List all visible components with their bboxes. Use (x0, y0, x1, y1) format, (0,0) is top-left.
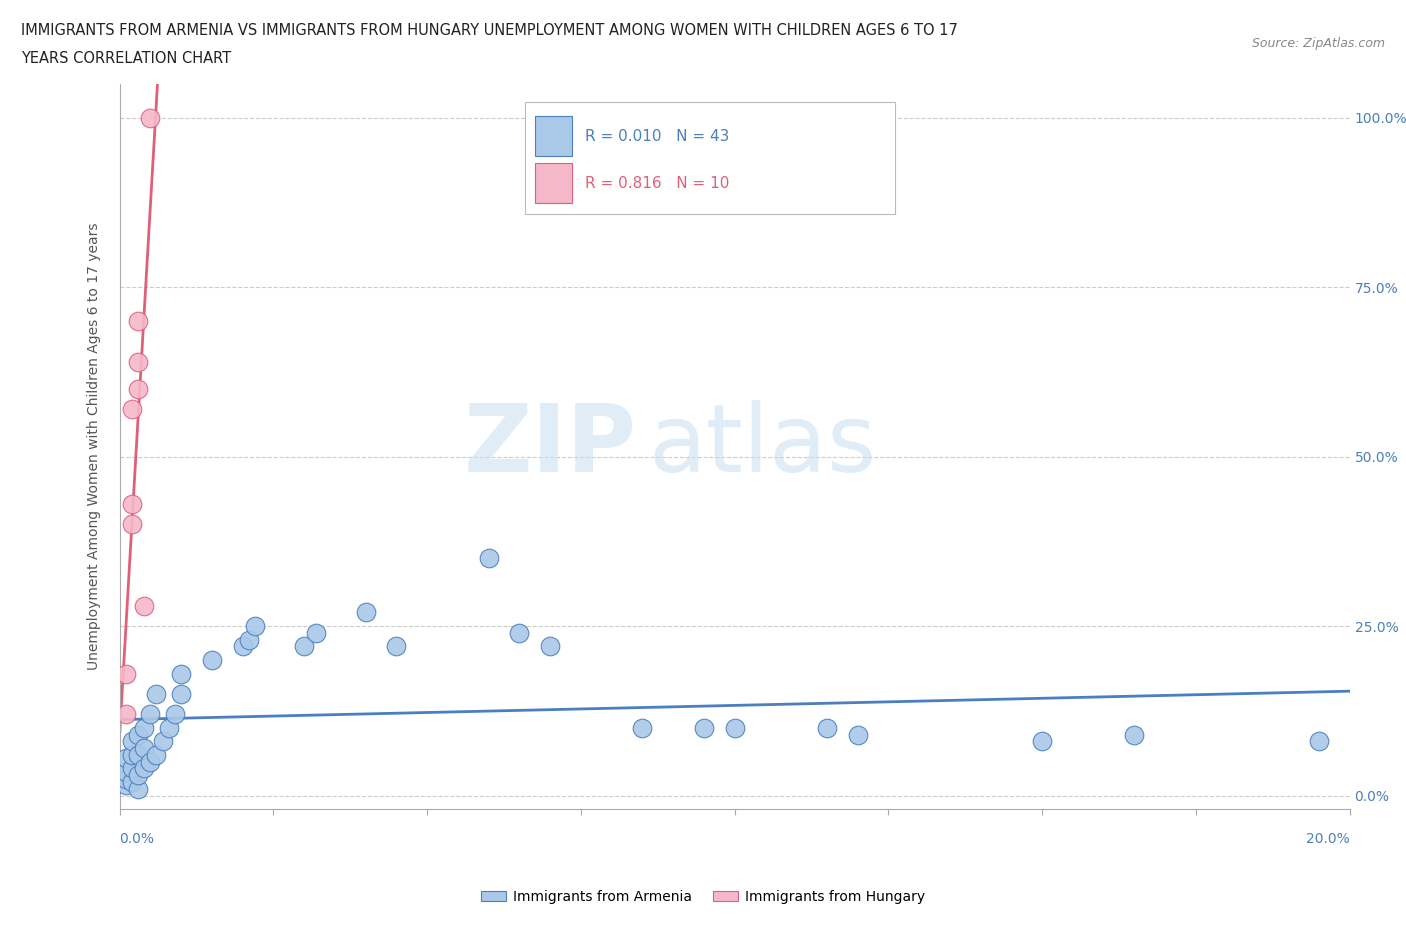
Point (114, 764, 136, 779)
Point (127, 354, 149, 369)
Point (121, 402, 143, 417)
Point (693, 721, 716, 736)
Point (170, 666, 193, 681)
Text: 0.0%: 0.0% (120, 832, 155, 846)
Point (114, 771, 136, 786)
Point (145, 686, 167, 701)
Bar (536, 116, 572, 156)
Point (385, 639, 408, 654)
Legend: Immigrants from Armenia, Immigrants from Hungary: Immigrants from Armenia, Immigrants from… (475, 884, 931, 910)
Point (121, 761, 143, 776)
Text: R = 0.010   N = 43: R = 0.010 N = 43 (585, 129, 728, 144)
Point (114, 707, 136, 722)
Point (152, 734, 174, 749)
Point (157, 721, 180, 736)
Point (815, 721, 838, 736)
Point (114, 666, 136, 681)
Point (508, 625, 530, 640)
Point (477, 551, 501, 565)
Point (139, 707, 162, 722)
Point (139, 754, 162, 769)
Point (305, 625, 328, 640)
Point (127, 748, 149, 763)
Y-axis label: Unemployment Among Women with Children Ages 6 to 17 years: Unemployment Among Women with Children A… (87, 222, 101, 671)
Bar (536, 164, 572, 204)
Point (127, 768, 149, 783)
Point (243, 618, 266, 633)
Point (631, 721, 654, 736)
Point (132, 740, 156, 755)
Point (1308, 734, 1330, 749)
Point (121, 497, 143, 512)
Point (538, 639, 561, 654)
Point (238, 632, 260, 647)
FancyBboxPatch shape (526, 101, 894, 214)
Point (145, 748, 167, 763)
Point (132, 761, 156, 776)
Point (121, 517, 143, 532)
Point (231, 639, 254, 654)
Point (121, 775, 143, 790)
Text: R = 0.816   N = 10: R = 0.816 N = 10 (585, 177, 728, 192)
Text: 20.0%: 20.0% (1306, 832, 1350, 846)
Text: ZIP: ZIP (464, 401, 636, 492)
Text: YEARS CORRELATION CHART: YEARS CORRELATION CHART (21, 51, 231, 66)
Point (170, 686, 193, 701)
Point (127, 727, 149, 742)
Text: Source: ZipAtlas.com: Source: ZipAtlas.com (1251, 37, 1385, 50)
Point (201, 653, 224, 668)
Point (723, 721, 745, 736)
Point (127, 313, 149, 328)
Point (139, 110, 162, 125)
Point (127, 781, 149, 796)
Point (354, 605, 377, 620)
Point (1123, 727, 1146, 742)
Point (1031, 734, 1053, 749)
Text: IMMIGRANTS FROM ARMENIA VS IMMIGRANTS FROM HUNGARY UNEMPLOYMENT AMONG WOMEN WITH: IMMIGRANTS FROM ARMENIA VS IMMIGRANTS FR… (21, 23, 957, 38)
Point (163, 707, 186, 722)
Point (114, 777, 136, 792)
Point (121, 748, 143, 763)
Point (292, 639, 315, 654)
Point (132, 721, 156, 736)
Point (121, 734, 143, 749)
Text: atlas: atlas (648, 401, 877, 492)
Point (114, 751, 136, 765)
Point (846, 727, 869, 742)
Point (127, 381, 149, 396)
Point (132, 598, 156, 613)
